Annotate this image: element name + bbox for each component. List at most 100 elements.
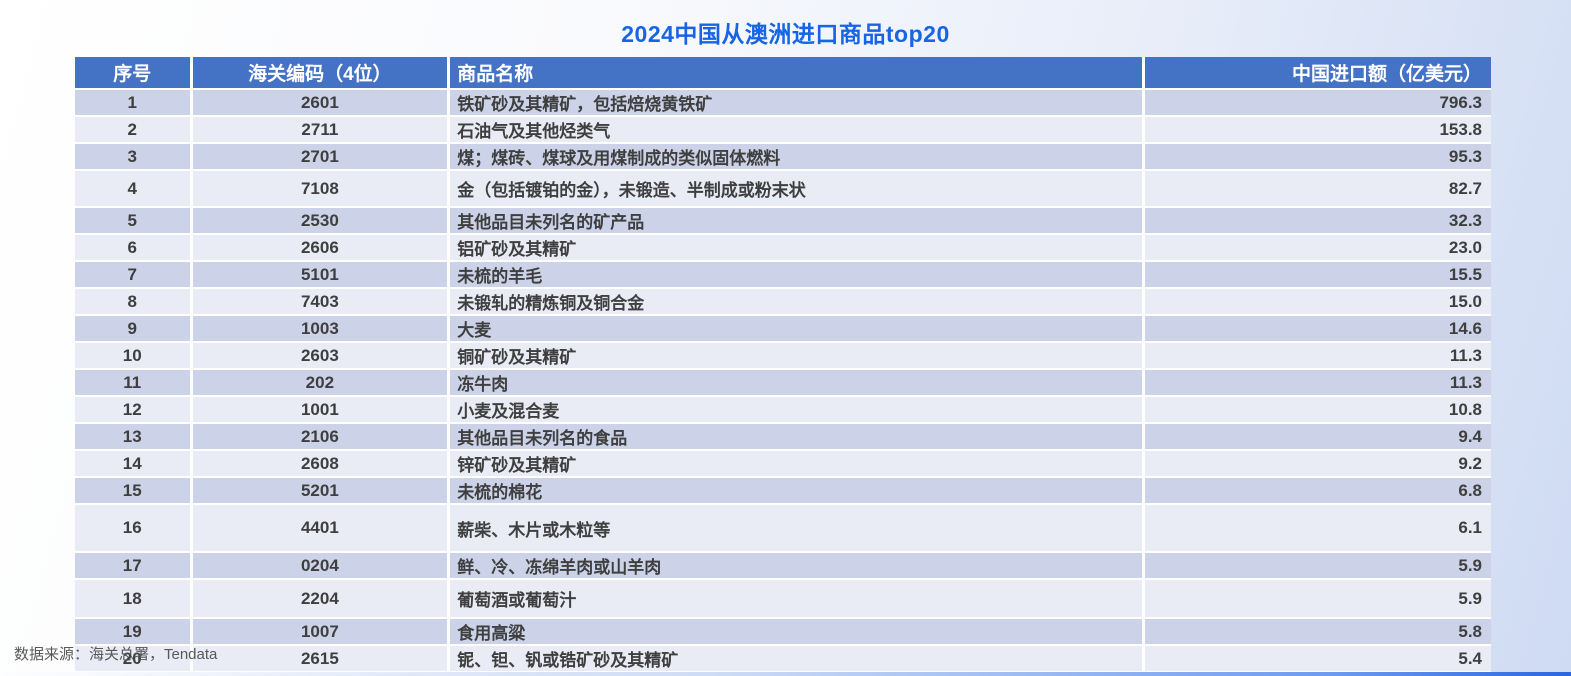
header-import-value: 中国进口额（亿美元）: [1145, 57, 1491, 90]
product-name-cell: 未锻轧的精炼铜及铜合金: [450, 289, 1146, 316]
rank-cell: 16: [75, 505, 193, 553]
hs-code-cell: 7108: [192, 171, 451, 208]
import-value-cell: 11.3: [1145, 370, 1491, 397]
hs-code-cell: 5101: [192, 262, 451, 289]
product-name-cell: 铝矿砂及其精矿: [450, 235, 1146, 262]
product-name-cell: 薪柴、木片或木粒等: [450, 505, 1146, 553]
table-row: 3 2701 煤；煤砖、煤球及用煤制成的类似固体燃料 95.3: [75, 144, 1491, 171]
header-rank: 序号: [75, 57, 193, 90]
table-row: 18 2204 葡萄酒或葡萄汁 5.9: [75, 580, 1491, 619]
table-row: 11 202 冻牛肉 11.3: [75, 370, 1491, 397]
table-row: 17 0204 鲜、冷、冻绵羊肉或山羊肉 5.9: [75, 553, 1491, 580]
table-row: 10 2603 铜矿砂及其精矿 11.3: [75, 343, 1491, 370]
table-row: 5 2530 其他品目未列名的矿产品 32.3: [75, 208, 1491, 235]
rank-cell: 10: [75, 343, 193, 370]
hs-code-cell: 2204: [192, 580, 451, 619]
rank-cell: 5: [75, 208, 193, 235]
product-name-cell: 小麦及混合麦: [450, 397, 1146, 424]
import-value-cell: 23.0: [1145, 235, 1491, 262]
import-value-cell: 5.8: [1145, 619, 1491, 646]
product-name-cell: 石油气及其他烃类气: [450, 117, 1146, 144]
hs-code-cell: 0204: [192, 553, 451, 580]
import-value-cell: 5.4: [1145, 646, 1491, 673]
hs-code-cell: 2606: [192, 235, 451, 262]
import-value-cell: 9.4: [1145, 424, 1491, 451]
bottom-gradient-strip: [0, 672, 1571, 676]
product-name-cell: 鲜、冷、冻绵羊肉或山羊肉: [450, 553, 1146, 580]
rank-cell: 15: [75, 478, 193, 505]
rank-cell: 17: [75, 553, 193, 580]
import-value-cell: 5.9: [1145, 580, 1491, 619]
rank-cell: 4: [75, 171, 193, 208]
hs-code-cell: 2530: [192, 208, 451, 235]
hs-code-cell: 4401: [192, 505, 451, 553]
import-value-cell: 95.3: [1145, 144, 1491, 171]
import-value-cell: 9.2: [1145, 451, 1491, 478]
import-value-cell: 6.1: [1145, 505, 1491, 553]
import-value-cell: 153.8: [1145, 117, 1491, 144]
table-row: 1 2601 铁矿砂及其精矿，包括焙烧黄铁矿 796.3: [75, 90, 1491, 117]
hs-code-cell: 2603: [192, 343, 451, 370]
rank-cell: 6: [75, 235, 193, 262]
product-name-cell: 铁矿砂及其精矿，包括焙烧黄铁矿: [450, 90, 1146, 117]
table-header: 序号 海关编码（4位） 商品名称 中国进口额（亿美元）: [75, 57, 1491, 90]
table-row: 15 5201 未梳的棉花 6.8: [75, 478, 1491, 505]
product-name-cell: 未梳的羊毛: [450, 262, 1146, 289]
product-name-cell: 铜矿砂及其精矿: [450, 343, 1146, 370]
rank-cell: 1: [75, 90, 193, 117]
import-value-cell: 15.5: [1145, 262, 1491, 289]
rank-cell: 12: [75, 397, 193, 424]
import-value-cell: 82.7: [1145, 171, 1491, 208]
import-value-cell: 15.0: [1145, 289, 1491, 316]
table-row: 14 2608 锌矿砂及其精矿 9.2: [75, 451, 1491, 478]
table-body: 1 2601 铁矿砂及其精矿，包括焙烧黄铁矿 796.3 2 2711 石油气及…: [75, 90, 1491, 673]
hs-code-cell: 7403: [192, 289, 451, 316]
header-hs-code: 海关编码（4位）: [192, 57, 451, 90]
table-row: 12 1001 小麦及混合麦 10.8: [75, 397, 1491, 424]
table-row: 13 2106 其他品目未列名的食品 9.4: [75, 424, 1491, 451]
table-row: 9 1003 大麦 14.6: [75, 316, 1491, 343]
rank-cell: 20: [75, 646, 193, 673]
product-name-cell: 其他品目未列名的矿产品: [450, 208, 1146, 235]
hs-code-cell: 2608: [192, 451, 451, 478]
data-source-note: 数据来源：海关总署，Tendata: [14, 646, 218, 663]
product-name-cell: 未梳的棉花: [450, 478, 1146, 505]
hs-code-cell: 2106: [192, 424, 451, 451]
import-value-cell: 11.3: [1145, 343, 1491, 370]
import-value-cell: 32.3: [1145, 208, 1491, 235]
rank-cell: 3: [75, 144, 193, 171]
product-name-cell: 铌、钽、钒或锆矿砂及其精矿: [450, 646, 1146, 673]
table-row: 6 2606 铝矿砂及其精矿 23.0: [75, 235, 1491, 262]
rank-cell: 9: [75, 316, 193, 343]
rank-cell: 13: [75, 424, 193, 451]
table-row: 2 2711 石油气及其他烃类气 153.8: [75, 117, 1491, 144]
table-row: 20 2615 铌、钽、钒或锆矿砂及其精矿 5.4: [75, 646, 1491, 673]
table-row: 16 4401 薪柴、木片或木粒等 6.1: [75, 505, 1491, 553]
import-value-cell: 14.6: [1145, 316, 1491, 343]
product-name-cell: 葡萄酒或葡萄汁: [450, 580, 1146, 619]
import-value-cell: 796.3: [1145, 90, 1491, 117]
product-name-cell: 食用高粱: [450, 619, 1146, 646]
hs-code-cell: 1007: [192, 619, 451, 646]
rank-cell: 2: [75, 117, 193, 144]
hs-code-cell: 1003: [192, 316, 451, 343]
hs-code-cell: 2701: [192, 144, 451, 171]
product-name-cell: 锌矿砂及其精矿: [450, 451, 1146, 478]
product-name-cell: 冻牛肉: [450, 370, 1146, 397]
hs-code-cell: 2601: [192, 90, 451, 117]
product-name-cell: 煤；煤砖、煤球及用煤制成的类似固体燃料: [450, 144, 1146, 171]
product-name-cell: 金（包括镀铂的金），未锻造、半制成或粉末状: [450, 171, 1146, 208]
table-row: 19 1007 食用高粱 5.8: [75, 619, 1491, 646]
hs-code-cell: 2711: [192, 117, 451, 144]
rank-cell: 18: [75, 580, 193, 619]
rank-cell: 11: [75, 370, 193, 397]
product-name-cell: 其他品目未列名的食品: [450, 424, 1146, 451]
product-name-cell: 大麦: [450, 316, 1146, 343]
hs-code-cell: 2615: [192, 646, 451, 673]
rank-cell: 14: [75, 451, 193, 478]
header-row: 序号 海关编码（4位） 商品名称 中国进口额（亿美元）: [75, 57, 1491, 90]
table-row: 8 7403 未锻轧的精炼铜及铜合金 15.0: [75, 289, 1491, 316]
page-title: 2024中国从澳洲进口商品top20: [621, 21, 950, 47]
import-value-cell: 10.8: [1145, 397, 1491, 424]
rank-cell: 19: [75, 619, 193, 646]
